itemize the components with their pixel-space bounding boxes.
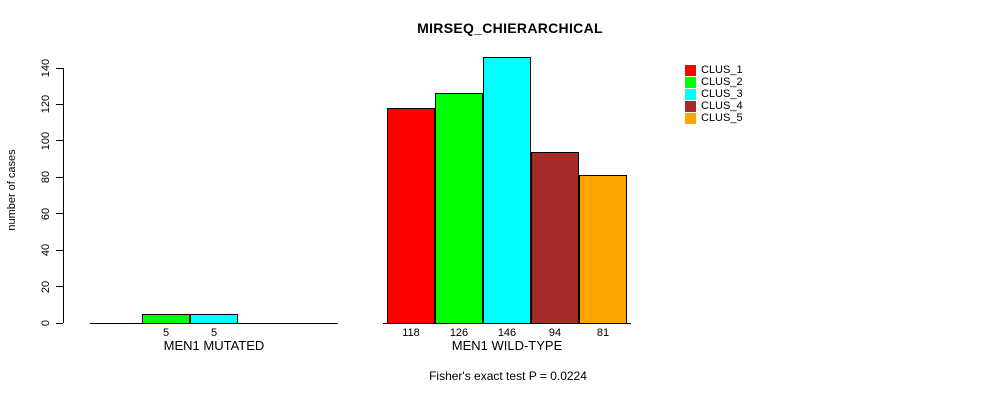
y-tick-label: 100 [40, 131, 52, 151]
chart-title: MIRSEQ_CHIERARCHICAL [417, 20, 603, 36]
legend: CLUS_1 CLUS_2 CLUS_3 CLUS_4 CLUS_5 [685, 64, 743, 124]
bar-value-label: 5 [162, 327, 170, 339]
bar-clus-5-men1-wild-type [579, 175, 627, 324]
legend-label: CLUS_2 [701, 76, 743, 88]
y-tick-label: 60 [40, 207, 52, 220]
y-tick [56, 213, 63, 215]
y-tick [56, 176, 63, 178]
legend-label: CLUS_1 [701, 64, 743, 76]
bar-value-label: 118 [402, 327, 420, 339]
bar-clus-2-men1-mutated [142, 314, 190, 324]
y-tick [56, 67, 63, 69]
legend-label: CLUS_5 [701, 112, 743, 124]
y-axis-label: number of cases [6, 149, 18, 231]
legend-item-clus-2: CLUS_2 [685, 76, 743, 88]
legend-color-swatch-icon [685, 64, 696, 76]
legend-color-swatch-icon [685, 112, 696, 124]
legend-color-swatch-icon [685, 76, 696, 88]
y-tick-label: 40 [40, 244, 52, 257]
y-tick [56, 322, 63, 324]
y-tick [56, 286, 63, 288]
y-tick [56, 249, 63, 251]
y-tick-label: 80 [40, 171, 52, 184]
bar-clus-1-men1-wild-type [387, 108, 435, 324]
legend-item-clus-5: CLUS_5 [685, 112, 743, 124]
bar-clus-3-men1-mutated [190, 314, 238, 324]
bar-value-label: 146 [497, 327, 517, 339]
legend-item-clus-3: CLUS_3 [685, 88, 743, 100]
group-label-men1-wild-type: MEN1 WILD-TYPE [451, 338, 563, 353]
legend-item-clus-4: CLUS_4 [685, 100, 743, 112]
legend-color-swatch-icon [685, 88, 696, 100]
legend-item-clus-1: CLUS_1 [685, 64, 743, 76]
y-axis-line [63, 68, 64, 323]
bar-clus-4-men1-wild-type [531, 152, 579, 324]
bar-clus-2-men1-wild-type [435, 93, 483, 324]
y-tick [56, 103, 63, 105]
y-tick-label: 20 [40, 280, 52, 293]
annotation-text: Fisher's exact test P = 0.0224 [429, 369, 587, 383]
bar-value-label: 5 [210, 327, 218, 339]
group-label-men1-mutated: MEN1 MUTATED [163, 338, 265, 353]
bar-value-label: 94 [548, 327, 562, 339]
legend-color-swatch-icon [685, 100, 696, 112]
y-tick-label: 0 [40, 319, 52, 327]
y-tick-label: 140 [40, 58, 52, 78]
bar-clus-3-men1-wild-type [483, 57, 531, 324]
y-tick-label: 120 [40, 95, 52, 114]
bar-value-label: 126 [449, 327, 469, 339]
bar-value-label: 81 [596, 327, 610, 339]
legend-label: CLUS_4 [701, 100, 743, 112]
legend-label: CLUS_3 [701, 88, 743, 100]
y-tick [56, 140, 63, 142]
